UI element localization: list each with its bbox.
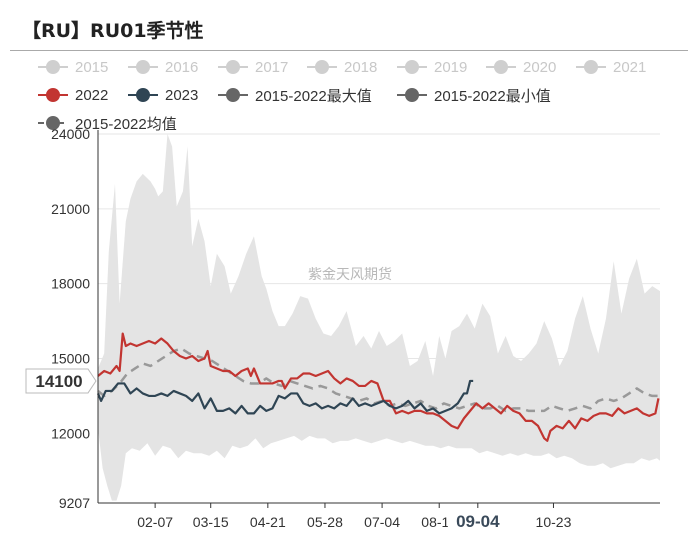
band-area [98, 134, 660, 501]
legend-dot [584, 60, 598, 74]
legend-swatch [38, 58, 68, 76]
y-tick-label: 9207 [59, 495, 90, 511]
series-line-2022 [97, 332, 660, 442]
series-lines [96, 332, 660, 442]
chart-title: 【RU】RU01季节性 [22, 20, 204, 42]
current-value-box [25, 368, 97, 394]
current-date-backing [447, 509, 508, 533]
legend-swatch [486, 58, 516, 76]
x-tick-label-current: 09-04 [456, 512, 500, 531]
legend-item-2015-2022均值[interactable]: 2015-2022均值 [38, 114, 177, 133]
current-value-label: 14100 [35, 372, 82, 391]
axes [97, 130, 660, 504]
tick-labels: 9207 12000 15000 18000 21000 24000 02-07 03-15 0… [51, 126, 572, 530]
legend-dot [405, 60, 419, 74]
y-tick-label: 21000 [51, 201, 90, 217]
legend-swatch [38, 86, 68, 104]
max-min-band [98, 134, 660, 501]
legend-swatch [307, 58, 337, 76]
legend-dot [136, 88, 150, 102]
legend-label: 2020 [523, 58, 557, 76]
legend-label: 2016 [165, 58, 199, 76]
legend-item-2018[interactable]: 2018 [307, 58, 377, 76]
legend-swatch [38, 114, 68, 132]
legend-item-2019[interactable]: 2019 [397, 58, 467, 76]
legend-item-2016[interactable]: 2016 [128, 58, 198, 76]
legend-dot [46, 88, 60, 102]
legend-item-2017[interactable]: 2017 [218, 58, 288, 76]
legend-item-2021[interactable]: 2021 [576, 58, 646, 76]
legend-swatch [576, 58, 606, 76]
legend-dot [46, 60, 60, 74]
legend-label: 2023 [165, 86, 199, 104]
legend-item-2020[interactable]: 2020 [486, 58, 556, 76]
current-value-marker: 14100 09-04 [25, 368, 508, 533]
x-tick-label: 10-23 [536, 514, 572, 530]
y-tick-label: 24000 [51, 126, 90, 142]
legend-item-2015[interactable]: 2015 [38, 58, 108, 76]
legend-dot [405, 88, 419, 102]
legend-dot [226, 88, 240, 102]
legend-label: 2021 [613, 58, 647, 76]
x-tick-label: 07-04 [364, 514, 400, 530]
legend-label: 2017 [255, 58, 289, 76]
legend-label: 2015-2022最大值 [255, 87, 372, 105]
legend-dot [226, 60, 240, 74]
legend-swatch [397, 58, 427, 76]
legend-label: 2019 [434, 58, 468, 76]
legend-item-2015-2022最小值[interactable]: 2015-2022最小值 [397, 86, 551, 105]
legend-swatch [128, 58, 158, 76]
x-tick-label: 02-07 [137, 514, 173, 530]
title-divider [10, 50, 688, 51]
legend-label: 2015-2022均值 [75, 115, 177, 133]
watermark: 紫金天风期货 [308, 266, 392, 283]
legend-label: 2018 [344, 58, 378, 76]
legend-swatch [218, 86, 248, 104]
legend-item-2015-2022最大值[interactable]: 2015-2022最大值 [218, 86, 372, 105]
legend-label: 2022 [75, 86, 109, 104]
legend-dot [315, 60, 329, 74]
x-tick-label: 04-21 [250, 514, 286, 530]
legend-swatch [218, 58, 248, 76]
series-line-2023 [96, 379, 474, 415]
legend-swatch [397, 86, 427, 104]
legend-item-2022[interactable]: 2022 [38, 86, 108, 104]
legend-label: 2015-2022最小值 [434, 87, 551, 105]
y-tick-label: 12000 [51, 425, 90, 441]
y-tick-label: 15000 [51, 350, 90, 366]
legend-label: 2015 [75, 58, 109, 76]
legend-swatch [128, 86, 158, 104]
legend-dot [46, 116, 60, 130]
legend-item-2023[interactable]: 2023 [128, 86, 198, 104]
x-tick-label: 05-28 [307, 514, 343, 530]
legend-dot [494, 60, 508, 74]
legend-dot [136, 60, 150, 74]
y-tick-label: 18000 [51, 276, 90, 292]
x-tick-label: 03-15 [193, 514, 229, 530]
